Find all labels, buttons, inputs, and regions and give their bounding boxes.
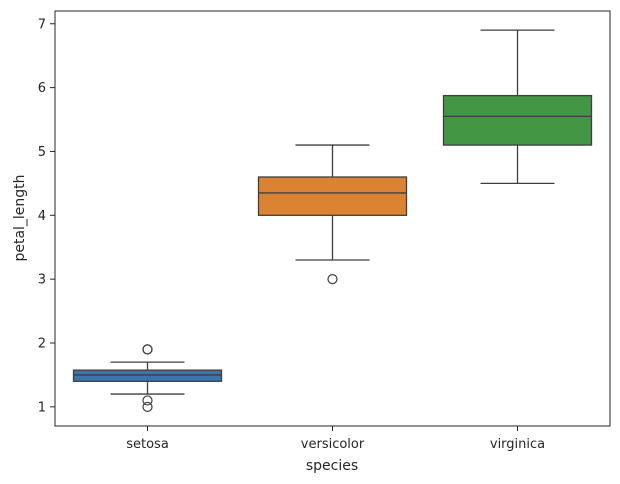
x-tick-label: virginica [490,437,545,452]
y-tick-label: 1 [38,400,46,415]
y-tick-label: 2 [38,337,46,352]
y-tick-label: 4 [38,209,46,224]
box-group [72,29,593,412]
box-setosa [72,344,223,412]
y-tick-label: 7 [38,17,46,32]
x-tick-label: versicolor [301,437,365,452]
y-axis: 1 2 3 4 5 6 7 [38,17,55,415]
y-tick-label: 6 [38,81,46,96]
y-tick-label: 5 [38,145,46,160]
outlier-point [327,274,338,285]
y-tick-label: 3 [38,273,46,288]
y-axis-label: petal_length [12,174,28,261]
x-axis-label: species [306,458,358,474]
box-iqr [442,94,593,146]
outlier-point [142,344,153,355]
box-iqr [72,369,223,382]
outlier-point [142,395,153,406]
outlier-point [142,401,153,412]
box-virginica [442,29,593,185]
x-axis: setosa versicolor virginica [126,426,545,452]
box-iqr [257,176,408,216]
x-tick-label: setosa [126,437,169,452]
box-versicolor [257,144,408,285]
